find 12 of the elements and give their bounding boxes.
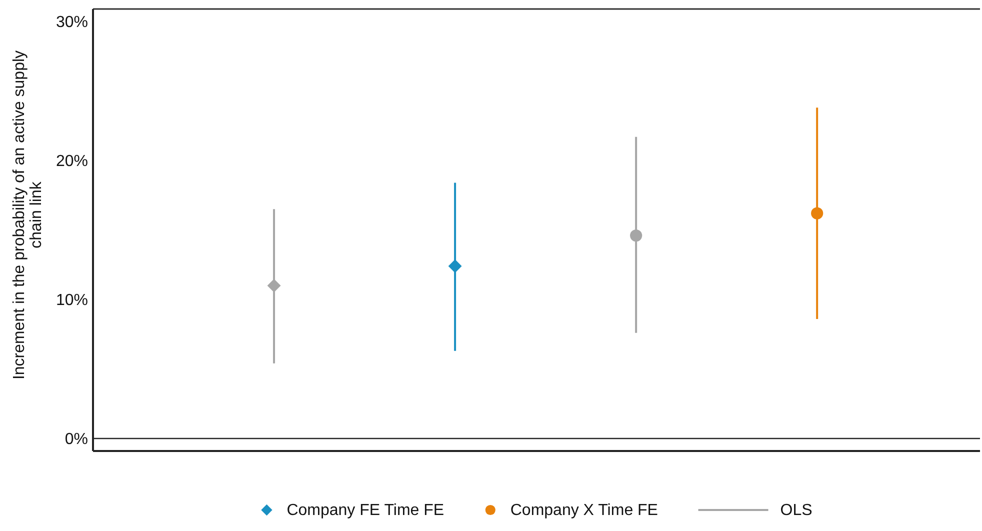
legend-label: OLS	[780, 502, 812, 519]
point	[448, 259, 462, 273]
point	[630, 230, 642, 242]
y-axis-title: Increment in the probability of an active supply chain link	[11, 50, 45, 380]
y-tick-label: 10%	[56, 292, 88, 310]
point	[811, 207, 824, 220]
point	[267, 278, 281, 292]
legend-label: Company FE Time FE	[286, 502, 444, 519]
y-tick-label: 0%	[64, 431, 88, 448]
y-tick-label: 30%	[56, 14, 88, 32]
legend-label: Company X Time FE	[510, 502, 658, 519]
y-tick-label: 20%	[56, 153, 88, 170]
